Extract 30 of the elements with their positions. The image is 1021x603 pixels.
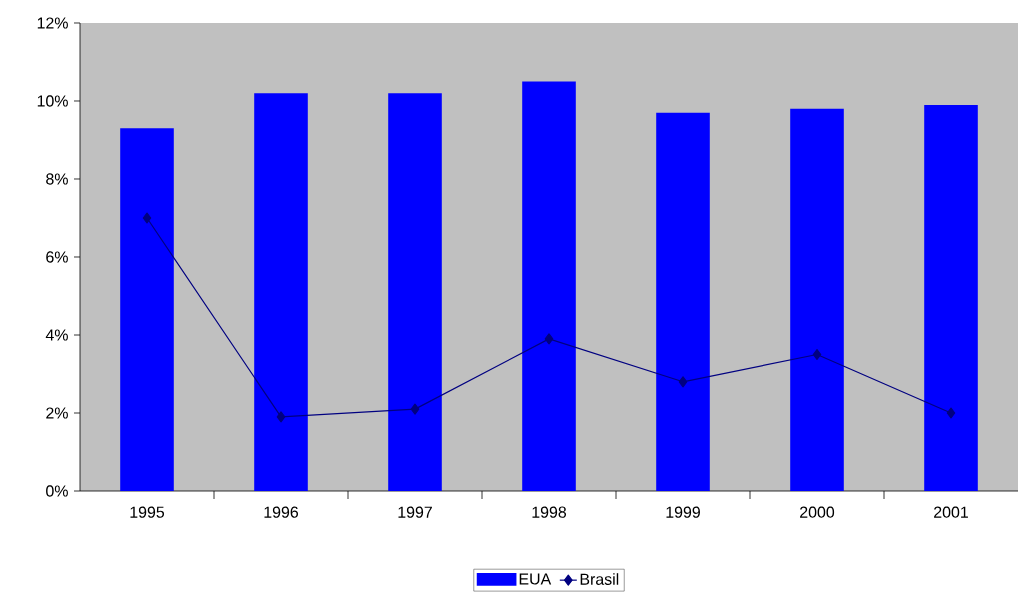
bar <box>924 104 978 491</box>
bar <box>790 108 844 491</box>
x-tick-label: 1996 <box>264 506 299 518</box>
bar <box>388 93 442 491</box>
x-tick-label: 1999 <box>666 506 700 518</box>
y-tick-label: 2% <box>46 407 68 419</box>
legend-label: EUA <box>519 573 552 585</box>
y-tick-label: 0% <box>46 485 68 497</box>
point <box>142 212 152 224</box>
point <box>276 411 286 423</box>
y-tick-label: 12% <box>37 17 68 29</box>
bar <box>656 112 710 491</box>
y-tick-label: 6% <box>46 251 68 263</box>
bar <box>522 81 576 491</box>
y-tick-label: 8% <box>46 173 68 185</box>
bar <box>120 128 174 491</box>
x-tick-label: 1997 <box>398 506 432 518</box>
x-tick-label: 1998 <box>532 506 567 518</box>
legend-label: Brasil <box>580 573 619 585</box>
point <box>946 407 956 419</box>
x-tick-label: 2000 <box>800 506 835 518</box>
point <box>812 348 822 361</box>
bar <box>254 93 308 491</box>
point <box>678 376 688 388</box>
y-tick-label: 10% <box>37 95 68 107</box>
x-tick-label: 1995 <box>130 506 165 518</box>
point <box>410 403 420 415</box>
point <box>544 333 554 345</box>
x-tick-label: 2001 <box>934 506 968 518</box>
y-tick-label: 4% <box>45 329 68 341</box>
